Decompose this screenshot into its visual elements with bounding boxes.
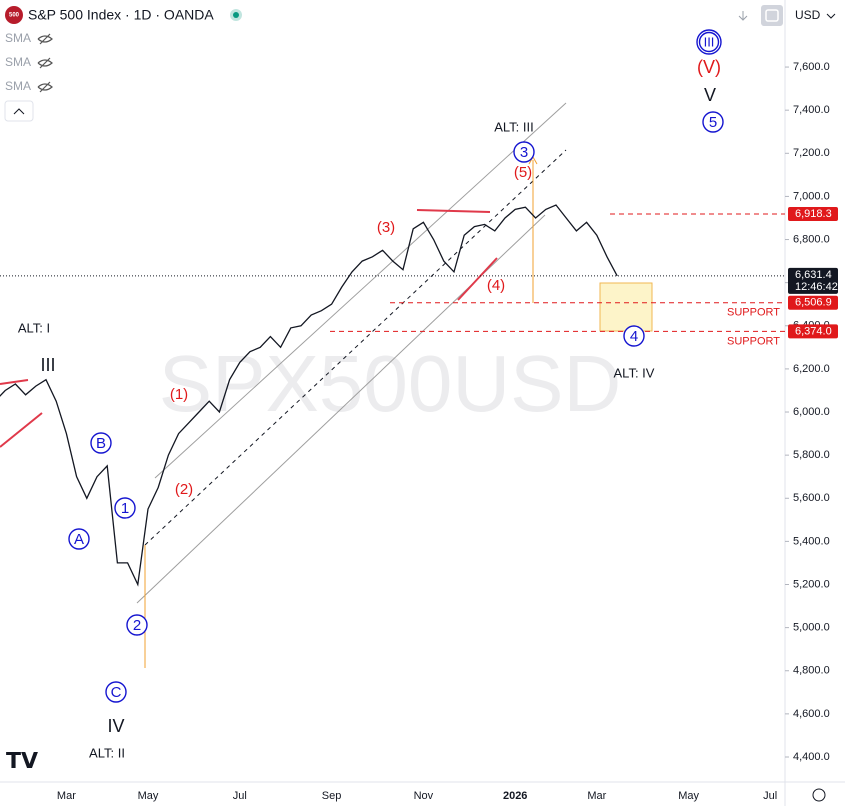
wave-label: (3): [377, 219, 395, 236]
channel-line: [144, 149, 567, 546]
trend-line: [416, 209, 491, 213]
wave-label: A: [74, 531, 84, 548]
x-tick-label: Mar: [57, 790, 76, 802]
wave-label: ALT: III: [494, 119, 534, 134]
wave-label: 1: [121, 500, 129, 517]
price-tag-label: 6,918.3: [795, 208, 832, 220]
indicator[interactable]: SMA: [5, 31, 31, 45]
y-tick-label: 5,600.0: [793, 492, 830, 504]
symbol-logo[interactable]: [5, 6, 23, 24]
wave-label: 3: [520, 144, 528, 161]
price-line: [0, 204, 618, 587]
x-tick-label: May: [678, 790, 699, 802]
status-dot: [233, 12, 239, 18]
channel-line: [154, 102, 567, 479]
indicator[interactable]: SMA: [5, 79, 31, 93]
snapshot-button[interactable]: [761, 5, 783, 26]
price-tag-label: 6,374.0: [795, 325, 832, 337]
y-tick-label: 5,800.0: [793, 449, 830, 461]
y-tick-label: 6,200.0: [793, 363, 830, 375]
x-tick-label: 2026: [503, 790, 527, 802]
y-tick-label: 6,000.0: [793, 406, 830, 418]
indicator[interactable]: SMA: [5, 55, 31, 69]
y-tick-label: 7,400.0: [793, 104, 830, 116]
price-tag: [788, 295, 838, 310]
wave-label: ALT: I: [18, 320, 50, 335]
last-price-label: 6,631.4: [795, 269, 832, 281]
last-price-tag: [788, 267, 838, 294]
x-tick-label: Mar: [587, 790, 606, 802]
trend-line: [0, 379, 29, 385]
level-note: SUPPORT: [727, 307, 780, 319]
price-tag: [788, 324, 838, 339]
logo-text: 500: [9, 13, 20, 19]
x-tick-label: Sep: [322, 790, 342, 802]
x-tick-label: Nov: [414, 790, 434, 802]
y-tick-label: 7,000.0: [793, 190, 830, 202]
wave-label: (V): [697, 57, 721, 77]
wave-label: IV: [107, 716, 124, 736]
currency[interactable]: USD: [795, 8, 821, 22]
price-tag-label: 6,506.9: [795, 297, 832, 309]
y-tick-label: 5,000.0: [793, 622, 830, 634]
indicators: SMA SMA SMA: [4, 31, 53, 122]
x-tick-label: May: [138, 790, 159, 802]
collapse-button[interactable]: [4, 100, 34, 122]
y-tick-label: 7,600.0: [793, 61, 830, 73]
wave-label: C: [111, 684, 122, 701]
wave-label: (1): [170, 386, 188, 403]
wave-label: (5): [514, 164, 532, 181]
y-tick-label: 4,400.0: [793, 751, 830, 763]
level-note: SUPPORT: [727, 335, 780, 347]
wave-label: 5: [709, 114, 717, 131]
wave-label: ALT: IV: [614, 365, 655, 380]
trend-line: [457, 257, 498, 301]
y-tick-label: 6,800.0: [793, 233, 830, 245]
download-icon[interactable]: [738, 11, 748, 21]
wave-label: (2): [175, 481, 193, 498]
price-tag: [788, 207, 838, 222]
target-zone: [599, 282, 653, 332]
y-tick-label: 4,600.0: [793, 708, 830, 720]
y-tick-label: 5,400.0: [793, 535, 830, 547]
x-tick-label: Jul: [763, 790, 777, 802]
wave-label: 4: [630, 328, 638, 345]
settings-icon[interactable]: [812, 788, 826, 802]
wave-label: (4): [487, 277, 505, 294]
brand-logo[interactable]: 𝗧𝗩: [6, 748, 38, 773]
countdown: 12:46:42: [795, 281, 838, 293]
wave-label: III: [704, 34, 715, 49]
chart-title[interactable]: S&P 500 Index · 1D · OANDA: [28, 7, 214, 23]
wave-label: ALT: II: [89, 745, 125, 760]
x-tick-label: Jul: [233, 790, 247, 802]
watermark: SPX500USD: [159, 339, 621, 428]
y-tick-label: 5,200.0: [793, 578, 830, 590]
trend-line: [0, 412, 43, 448]
y-tick-label: 4,800.0: [793, 665, 830, 677]
wave-label: III: [40, 355, 55, 375]
wave-label: 2: [133, 617, 141, 634]
wave-label: B: [96, 435, 106, 452]
y-tick-label: 7,200.0: [793, 147, 830, 159]
wave-label: V: [704, 85, 716, 105]
